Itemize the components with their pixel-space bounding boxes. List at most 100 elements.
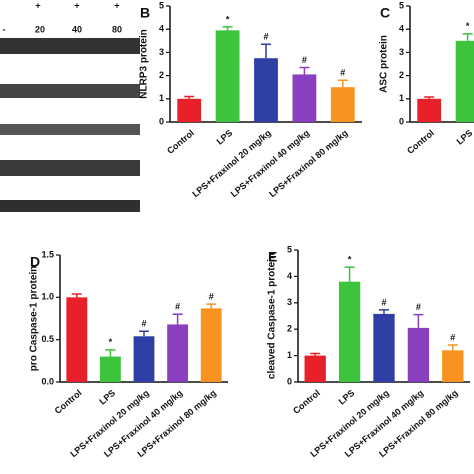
bar xyxy=(455,40,474,122)
error-bar xyxy=(206,303,217,309)
bar xyxy=(99,356,121,382)
y-tick-label: 3 xyxy=(399,47,404,57)
bar xyxy=(373,313,395,382)
y-tick-label: 5 xyxy=(287,244,292,254)
y-tick-label: 4 xyxy=(287,271,292,281)
error-bar xyxy=(462,33,473,41)
bar xyxy=(215,30,240,122)
panel-label: B xyxy=(140,5,150,21)
x-tick-label: Control xyxy=(291,388,322,416)
annotation: # xyxy=(381,297,386,307)
bar xyxy=(167,324,189,382)
bar xyxy=(330,87,355,122)
bar xyxy=(66,297,88,382)
y-tick-label: 1 xyxy=(399,93,404,103)
annotation: # xyxy=(450,332,455,342)
panel-label: C xyxy=(380,5,390,21)
annotation: # xyxy=(340,68,345,78)
annotation: * xyxy=(109,337,113,347)
blot-label: + xyxy=(114,0,119,10)
y-tick-label: 2 xyxy=(159,70,164,80)
panel-label: E xyxy=(268,249,277,265)
y-tick-label: 0.0 xyxy=(41,376,54,386)
blot-band xyxy=(0,160,140,176)
panel-label: D xyxy=(30,254,40,270)
blot-label: 20 xyxy=(35,24,45,34)
error-bar xyxy=(222,26,233,31)
error-bar xyxy=(413,313,424,328)
error-bar xyxy=(344,266,355,282)
x-tick-label: LPS+Fraxinol 80 mg/kg xyxy=(267,128,349,199)
annotation: # xyxy=(263,32,268,42)
error-bar xyxy=(184,95,195,99)
error-bar xyxy=(299,66,310,75)
x-tick-label: LPS xyxy=(455,128,474,147)
y-axis-title: pro Caspase-1 protein xyxy=(29,266,40,372)
y-tick-label: 3 xyxy=(287,297,292,307)
bar xyxy=(177,98,202,122)
x-tick-label: LPS xyxy=(337,388,357,407)
annotation: * xyxy=(226,14,230,24)
blot-band xyxy=(0,124,140,135)
western-blot xyxy=(0,38,140,212)
x-tick-label: Control xyxy=(53,388,84,416)
blot-label: 80 xyxy=(112,24,122,34)
error-bar xyxy=(261,43,271,59)
bar xyxy=(338,281,361,382)
annotation: # xyxy=(175,302,180,312)
bar xyxy=(442,350,464,382)
y-tick-label: 1 xyxy=(287,350,292,360)
error-bar xyxy=(310,352,321,356)
annotation: # xyxy=(302,55,307,65)
y-tick-label: 5 xyxy=(399,0,404,10)
x-tick-label: Control xyxy=(405,128,436,156)
y-tick-label: 0 xyxy=(287,376,292,386)
x-tick-label: Control xyxy=(165,128,196,156)
y-tick-label: 0.5 xyxy=(41,334,54,344)
error-bar xyxy=(71,293,82,298)
blot-label: 40 xyxy=(72,24,82,34)
bar xyxy=(304,355,326,382)
y-tick-label: 1 xyxy=(159,93,164,103)
error-bar xyxy=(105,349,116,357)
bar xyxy=(417,98,442,122)
y-axis-title: cleaved Caspase-1 protein xyxy=(267,253,278,379)
error-bar xyxy=(139,330,149,337)
y-tick-label: 4 xyxy=(159,24,164,34)
blot-band xyxy=(0,200,140,212)
blot-label: + xyxy=(74,0,79,10)
y-axis-title: ASC protein xyxy=(379,35,390,93)
x-tick-label: LPS xyxy=(215,128,235,147)
blot-band xyxy=(0,38,140,54)
annotation: # xyxy=(141,319,146,329)
y-tick-label: 5 xyxy=(159,0,164,10)
y-tick-label: 0 xyxy=(399,116,404,126)
error-bar xyxy=(172,313,183,325)
blot-band xyxy=(0,84,140,98)
y-axis-title: NLRP3 protein xyxy=(139,29,150,98)
error-bar xyxy=(337,79,348,88)
annotation: * xyxy=(348,255,352,265)
bar xyxy=(133,336,155,382)
blot-label: - xyxy=(3,24,6,34)
annotation: * xyxy=(466,21,470,31)
y-tick-label: 2 xyxy=(399,70,404,80)
y-tick-label: 3 xyxy=(159,47,164,57)
annotation: # xyxy=(209,291,214,301)
x-tick-label: LPS xyxy=(97,388,117,407)
bar xyxy=(254,58,278,122)
y-tick-label: 1.0 xyxy=(41,292,54,302)
y-tick-label: 0 xyxy=(159,116,164,126)
y-tick-label: 4 xyxy=(399,24,404,34)
bar xyxy=(200,308,222,382)
blot-label: + xyxy=(35,0,40,10)
annotation: # xyxy=(416,302,421,312)
bar xyxy=(407,327,430,382)
error-bar xyxy=(379,309,389,314)
bar xyxy=(292,74,317,122)
error-bar xyxy=(424,96,435,99)
y-tick-label: 2 xyxy=(287,324,292,334)
error-bar xyxy=(447,344,458,351)
y-tick-label: 1.5 xyxy=(41,249,54,259)
